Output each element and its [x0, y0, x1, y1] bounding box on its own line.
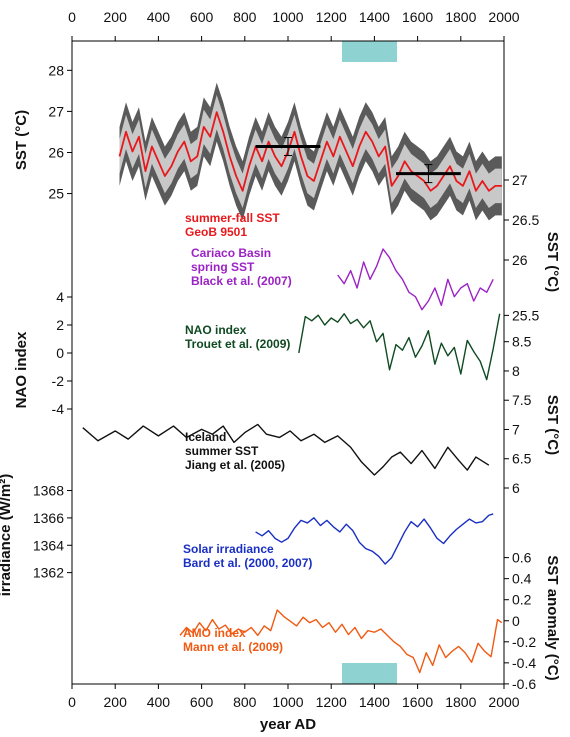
top-x-tick-label: 400 [147, 9, 171, 25]
iceland-right-axis-tick-label: 7.5 [512, 392, 532, 408]
top-x-tick-label: 600 [190, 9, 214, 25]
bottom-x-tick-label: 200 [104, 694, 128, 710]
sst-left-axis-tick-label: 28 [48, 62, 64, 78]
amo-right-axis-tick-label: -0.6 [512, 676, 536, 692]
sst-left-axis-title: SST (°C) [13, 110, 30, 170]
amo-right-axis-tick-label: 0 [512, 613, 520, 629]
bottom-x-tick-label: 1400 [359, 694, 390, 710]
nao-series-line [298, 313, 501, 381]
irradiance-left-axis-tick-label: 1364 [33, 537, 64, 553]
nao-left-axis-tick-label: -2 [52, 373, 65, 389]
cariaco-right-axis-title: SST (°C) [544, 232, 561, 292]
bottom-x-axis: 0 200 400 600 800 1000 1200 1400 1600 1800 2000 [68, 684, 520, 710]
amo-series-label: AMO index Mann et al. (2009) [183, 626, 283, 654]
nao-left-axis-title: NAO index [13, 331, 30, 408]
bottom-x-tick-label: 400 [147, 694, 171, 710]
bottom-x-tick-label: 1600 [402, 694, 433, 710]
sst-left-axis-tick-label: 26 [48, 144, 64, 160]
irradiance-left-axis-tick-label: 1366 [33, 510, 64, 526]
irradiance-left-axis-title: irradiance (W/m²) [0, 474, 14, 597]
amo-right-axis-tick-label: 0.4 [512, 571, 532, 587]
top-x-tick-label: 1800 [445, 9, 476, 25]
cariaco-series-label: Cariaco Basin spring SST Black et al. (200… [191, 246, 292, 288]
cariaco-right-axis-tick-label: 27 [512, 172, 528, 188]
nao-left-axis-tick-label: 0 [56, 345, 64, 361]
top-x-tick-label: 1400 [359, 9, 390, 25]
sst-series-line [118, 111, 502, 192]
highlight-band-bottom [342, 663, 397, 684]
solar-series-line [255, 513, 494, 565]
series-labels-layer: summer-fall SST GeoB 9501 Cariaco Basin spr… [183, 211, 312, 654]
bottom-x-tick-label: 600 [190, 694, 214, 710]
nao-series-label: NAO index Trouet et al. (2009) [185, 323, 290, 351]
sst-inner-uncertainty-band [119, 94, 502, 209]
top-x-tick-label: 0 [68, 9, 76, 25]
series-layer [82, 82, 503, 674]
iceland-series-line [82, 423, 490, 476]
iceland-series-label: Iceland summer SST Jiang et al. (2005) [185, 430, 285, 472]
iceland-right-axis-tick-label: 25.5 [512, 307, 539, 323]
top-x-tick-label: 1600 [402, 9, 433, 25]
iceland-right-axis-tick-label: 6 [512, 480, 520, 496]
cariaco-right-axis-tick-label: 26.5 [512, 212, 539, 228]
bottom-x-tick-label: 800 [233, 694, 257, 710]
top-x-tick-label: 1200 [316, 9, 347, 25]
cariaco-right-axis-tick-label: 26 [512, 252, 528, 268]
bottom-x-tick-label: 1200 [316, 694, 347, 710]
solar-series-label: Solar irradiance Bard et al. (2000, 2007) [183, 542, 312, 570]
top-x-tick-label: 800 [233, 9, 257, 25]
bottom-x-tick-label: 2000 [488, 694, 519, 710]
amo-right-axis-tick-label: -0.2 [512, 634, 536, 650]
amo-right-axis-tick-label: 0.6 [512, 550, 532, 566]
cariaco-series-line [337, 248, 494, 311]
amo-series-line [179, 609, 503, 674]
top-x-tick-label: 2000 [488, 9, 519, 25]
iceland-right-axis-tick-label: 8 [512, 363, 520, 379]
iceland-right-axis-tick-label: 8.5 [512, 334, 532, 350]
nao-left-axis-tick-label: 2 [56, 317, 64, 333]
bottom-x-tick-label: 0 [68, 694, 76, 710]
top-x-axis: 0 200 400 600 800 1000 1200 1400 1600 1800 2000 [68, 9, 520, 41]
iceland-right-axis-tick-label: 7 [512, 421, 520, 437]
bottom-x-tick-label: 1800 [445, 694, 476, 710]
x-axis-title: year AD [260, 716, 316, 733]
amo-right-axis-title: SST anomaly (°C) [544, 555, 561, 680]
iceland-right-axis-title: SST (°C) [544, 395, 561, 455]
top-x-tick-label: 200 [104, 9, 128, 25]
iceland-right-axis-tick-label: 6.5 [512, 451, 532, 467]
irradiance-left-axis-tick-label: 1368 [33, 483, 64, 499]
bottom-x-tick-label: 1000 [272, 694, 303, 710]
top-x-tick-label: 1000 [272, 9, 303, 25]
sst-series-label: summer-fall SST GeoB 9501 [185, 211, 280, 239]
amo-right-axis-tick-label: -0.4 [512, 655, 536, 671]
amo-right-axis-tick-label: 0.2 [512, 592, 532, 608]
highlight-band-top [342, 41, 397, 62]
sst-left-axis-tick-label: 25 [48, 186, 64, 202]
nao-left-axis-tick-label: 4 [56, 289, 64, 305]
irradiance-left-axis-tick-label: 1362 [33, 565, 64, 581]
y-axes-layer: 25 26 27 28 SST (°C) 26 26.5 27 SST (°C) -4 -2 0 2 4 N… [0, 58, 561, 692]
sst-left-axis-tick-label: 27 [48, 103, 64, 119]
nao-left-axis-tick-label: -4 [52, 401, 65, 417]
